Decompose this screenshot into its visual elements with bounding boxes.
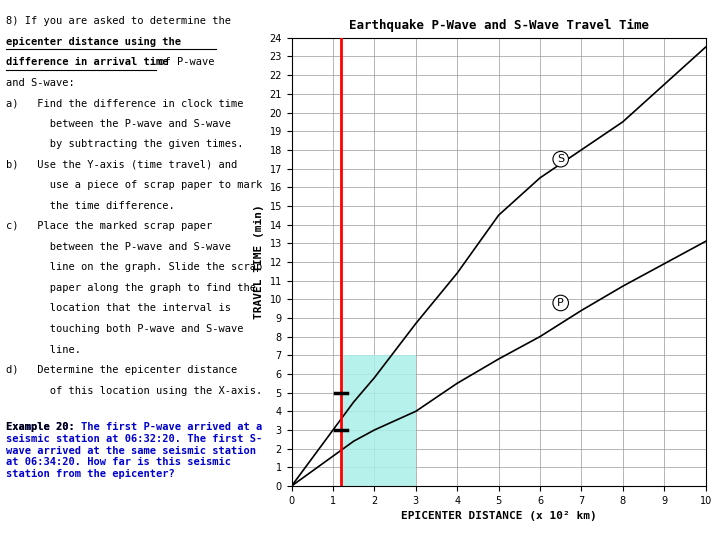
Text: b)   Use the Y-axis (time travel) and: b) Use the Y-axis (time travel) and <box>6 160 237 170</box>
Title: Earthquake P-Wave and S-Wave Travel Time: Earthquake P-Wave and S-Wave Travel Time <box>348 19 649 32</box>
Text: and S-wave:: and S-wave: <box>6 78 74 88</box>
Text: c)   Place the marked scrap paper: c) Place the marked scrap paper <box>6 221 212 232</box>
Text: Example 20: The first P-wave arrived at a
seismic station at 06:32:20. The first: Example 20: The first P-wave arrived at … <box>6 422 262 479</box>
Text: 8) If you are asked to determine the: 8) If you are asked to determine the <box>6 16 230 26</box>
Text: S: S <box>557 154 564 164</box>
Text: of P-wave: of P-wave <box>152 57 214 68</box>
Text: epicenter distance using the: epicenter distance using the <box>6 37 181 47</box>
Text: the time difference.: the time difference. <box>6 201 174 211</box>
Text: line.: line. <box>6 345 81 355</box>
Text: line on the graph. Slide the scrap: line on the graph. Slide the scrap <box>6 262 262 273</box>
Y-axis label: TRAVEL TIME (min): TRAVEL TIME (min) <box>253 205 264 319</box>
Text: between the P-wave and S-wave: between the P-wave and S-wave <box>6 242 230 252</box>
Bar <box>341 355 416 486</box>
Text: by subtracting the given times.: by subtracting the given times. <box>6 139 243 150</box>
Text: paper along the graph to find the: paper along the graph to find the <box>6 283 256 293</box>
Text: touching both P-wave and S-wave: touching both P-wave and S-wave <box>6 324 243 334</box>
Text: Example 20:: Example 20: <box>6 422 81 433</box>
Text: of this location using the X-axis.: of this location using the X-axis. <box>6 386 262 396</box>
Text: a)   Find the difference in clock time: a) Find the difference in clock time <box>6 98 243 109</box>
Text: d)   Determine the epicenter distance: d) Determine the epicenter distance <box>6 365 237 375</box>
Text: between the P-wave and S-wave: between the P-wave and S-wave <box>6 119 230 129</box>
Text: location that the interval is: location that the interval is <box>6 303 230 314</box>
Text: use a piece of scrap paper to mark: use a piece of scrap paper to mark <box>6 180 262 191</box>
X-axis label: EPICENTER DISTANCE (x 10² km): EPICENTER DISTANCE (x 10² km) <box>401 511 596 521</box>
Text: P: P <box>557 298 564 308</box>
Text: difference in arrival time: difference in arrival time <box>6 57 168 68</box>
